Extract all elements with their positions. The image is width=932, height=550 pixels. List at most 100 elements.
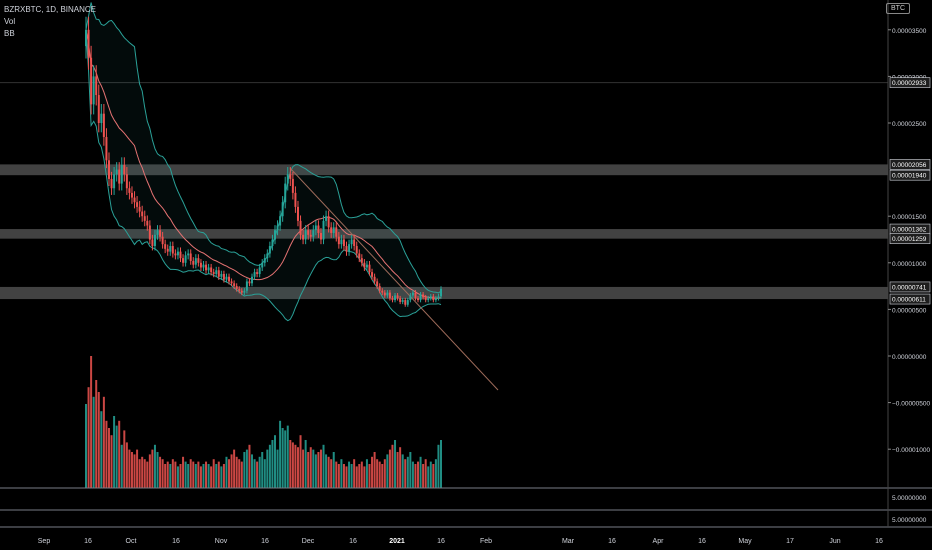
candle-body bbox=[330, 227, 333, 233]
volume-bar bbox=[217, 461, 220, 488]
volume-bar bbox=[118, 420, 121, 488]
volume-bar bbox=[133, 454, 136, 488]
volume-bar bbox=[151, 449, 154, 488]
volume-bar bbox=[432, 464, 435, 488]
volume-bar bbox=[110, 435, 113, 488]
candle-body bbox=[248, 281, 251, 284]
candle-body bbox=[215, 270, 218, 274]
volume-bar bbox=[123, 430, 126, 488]
candle-body bbox=[327, 216, 330, 228]
candle-body bbox=[228, 276, 231, 282]
volume-bar bbox=[100, 411, 103, 488]
volume-bar bbox=[284, 430, 287, 488]
candle-body bbox=[271, 239, 274, 247]
candle-body bbox=[197, 258, 200, 263]
price-tick-label: −0.00000500 bbox=[892, 401, 931, 408]
candle-body bbox=[335, 227, 338, 237]
volume-bar bbox=[182, 456, 185, 488]
volume-bar bbox=[289, 440, 292, 488]
candle-body bbox=[291, 178, 294, 193]
volume-bar bbox=[202, 464, 205, 488]
volume-bar bbox=[205, 461, 208, 488]
candle-body bbox=[243, 290, 246, 293]
volume-bar bbox=[381, 464, 384, 488]
volume-bar bbox=[184, 461, 187, 488]
volume-bar bbox=[286, 425, 289, 488]
volume-bar bbox=[411, 461, 414, 488]
candle-body bbox=[268, 246, 271, 254]
volume-bar bbox=[406, 456, 409, 488]
candle-body bbox=[159, 230, 162, 237]
volume-bar bbox=[187, 464, 190, 488]
volume-bar bbox=[353, 459, 356, 488]
volume-bar bbox=[335, 461, 338, 488]
volume-bar bbox=[159, 456, 162, 488]
candle-body bbox=[437, 296, 440, 299]
candle-body bbox=[161, 236, 164, 245]
candle-body bbox=[258, 267, 261, 274]
candle-body bbox=[419, 294, 422, 301]
time-tick-label: Feb bbox=[480, 538, 492, 545]
bollinger-indicator-label[interactable]: BB bbox=[4, 29, 15, 38]
candle-body bbox=[141, 211, 144, 217]
volume-bar bbox=[363, 466, 366, 488]
candle-body bbox=[296, 206, 299, 221]
volume-bar bbox=[105, 420, 108, 488]
candle-body bbox=[279, 216, 282, 226]
candle-body bbox=[424, 297, 427, 301]
candle-body bbox=[176, 251, 179, 256]
volume-bar bbox=[342, 464, 345, 488]
volume-bar bbox=[371, 456, 374, 488]
price-label: 0.00001259 bbox=[892, 236, 927, 243]
volume-bar bbox=[355, 466, 358, 488]
volume-bar bbox=[215, 464, 218, 488]
chart-legend: BZRXBTC, 1D, BINANCE Vol BB bbox=[4, 4, 96, 40]
volume-bar bbox=[365, 459, 368, 488]
volume-pane-label: 5.00000000 bbox=[892, 495, 927, 502]
volume-bar bbox=[85, 404, 87, 488]
candle-body bbox=[245, 281, 248, 291]
price-tick-label: 0.00002500 bbox=[892, 121, 927, 128]
price-zone bbox=[0, 229, 888, 239]
price-zone bbox=[0, 164, 888, 176]
candle-body bbox=[90, 57, 93, 105]
candle-body bbox=[194, 258, 197, 265]
time-tick-label: 17 bbox=[786, 538, 794, 545]
volume-bar bbox=[304, 440, 307, 488]
candle-body bbox=[202, 264, 205, 268]
candle-body bbox=[182, 258, 185, 263]
volume-bar bbox=[245, 449, 248, 488]
candle-body bbox=[276, 225, 279, 231]
candle-body bbox=[169, 246, 172, 252]
candle-body bbox=[251, 276, 254, 284]
volume-indicator-label[interactable]: Vol bbox=[4, 17, 16, 26]
price-tick-label: 0.00001500 bbox=[892, 214, 927, 221]
volume-bar bbox=[161, 459, 164, 488]
candle-body bbox=[376, 281, 379, 287]
volume-bar bbox=[404, 459, 407, 488]
candle-body bbox=[322, 220, 325, 240]
candle-body bbox=[100, 113, 103, 123]
volume-bar bbox=[348, 461, 351, 488]
price-axis[interactable]: 0.000035000.000030000.000025000.00001500… bbox=[888, 28, 931, 524]
candle-body bbox=[309, 234, 312, 237]
volume-bar bbox=[373, 452, 376, 488]
volume-bar bbox=[279, 420, 282, 488]
volume-bar bbox=[210, 466, 213, 488]
volume-bar bbox=[102, 396, 105, 488]
candle-body bbox=[92, 76, 95, 105]
volume-bar bbox=[141, 456, 144, 488]
candle-body bbox=[427, 298, 430, 301]
volume-bar bbox=[437, 444, 440, 488]
candle-body bbox=[235, 286, 238, 289]
time-axis[interactable]: Sep 16 Oct 16 Nov 16 Dec 16 2021 16 Feb Mar 16 Apr 16 M… bbox=[38, 538, 883, 545]
volume-bar bbox=[130, 452, 133, 488]
symbol-title[interactable]: BZRXBTC, 1D, BINANCE bbox=[4, 5, 97, 14]
candle-body bbox=[199, 262, 202, 268]
currency-button[interactable]: BTC bbox=[886, 3, 910, 14]
volume-bar bbox=[281, 428, 284, 488]
candle-body bbox=[220, 273, 223, 277]
candle-body bbox=[396, 295, 399, 299]
volume-bar bbox=[302, 449, 305, 488]
